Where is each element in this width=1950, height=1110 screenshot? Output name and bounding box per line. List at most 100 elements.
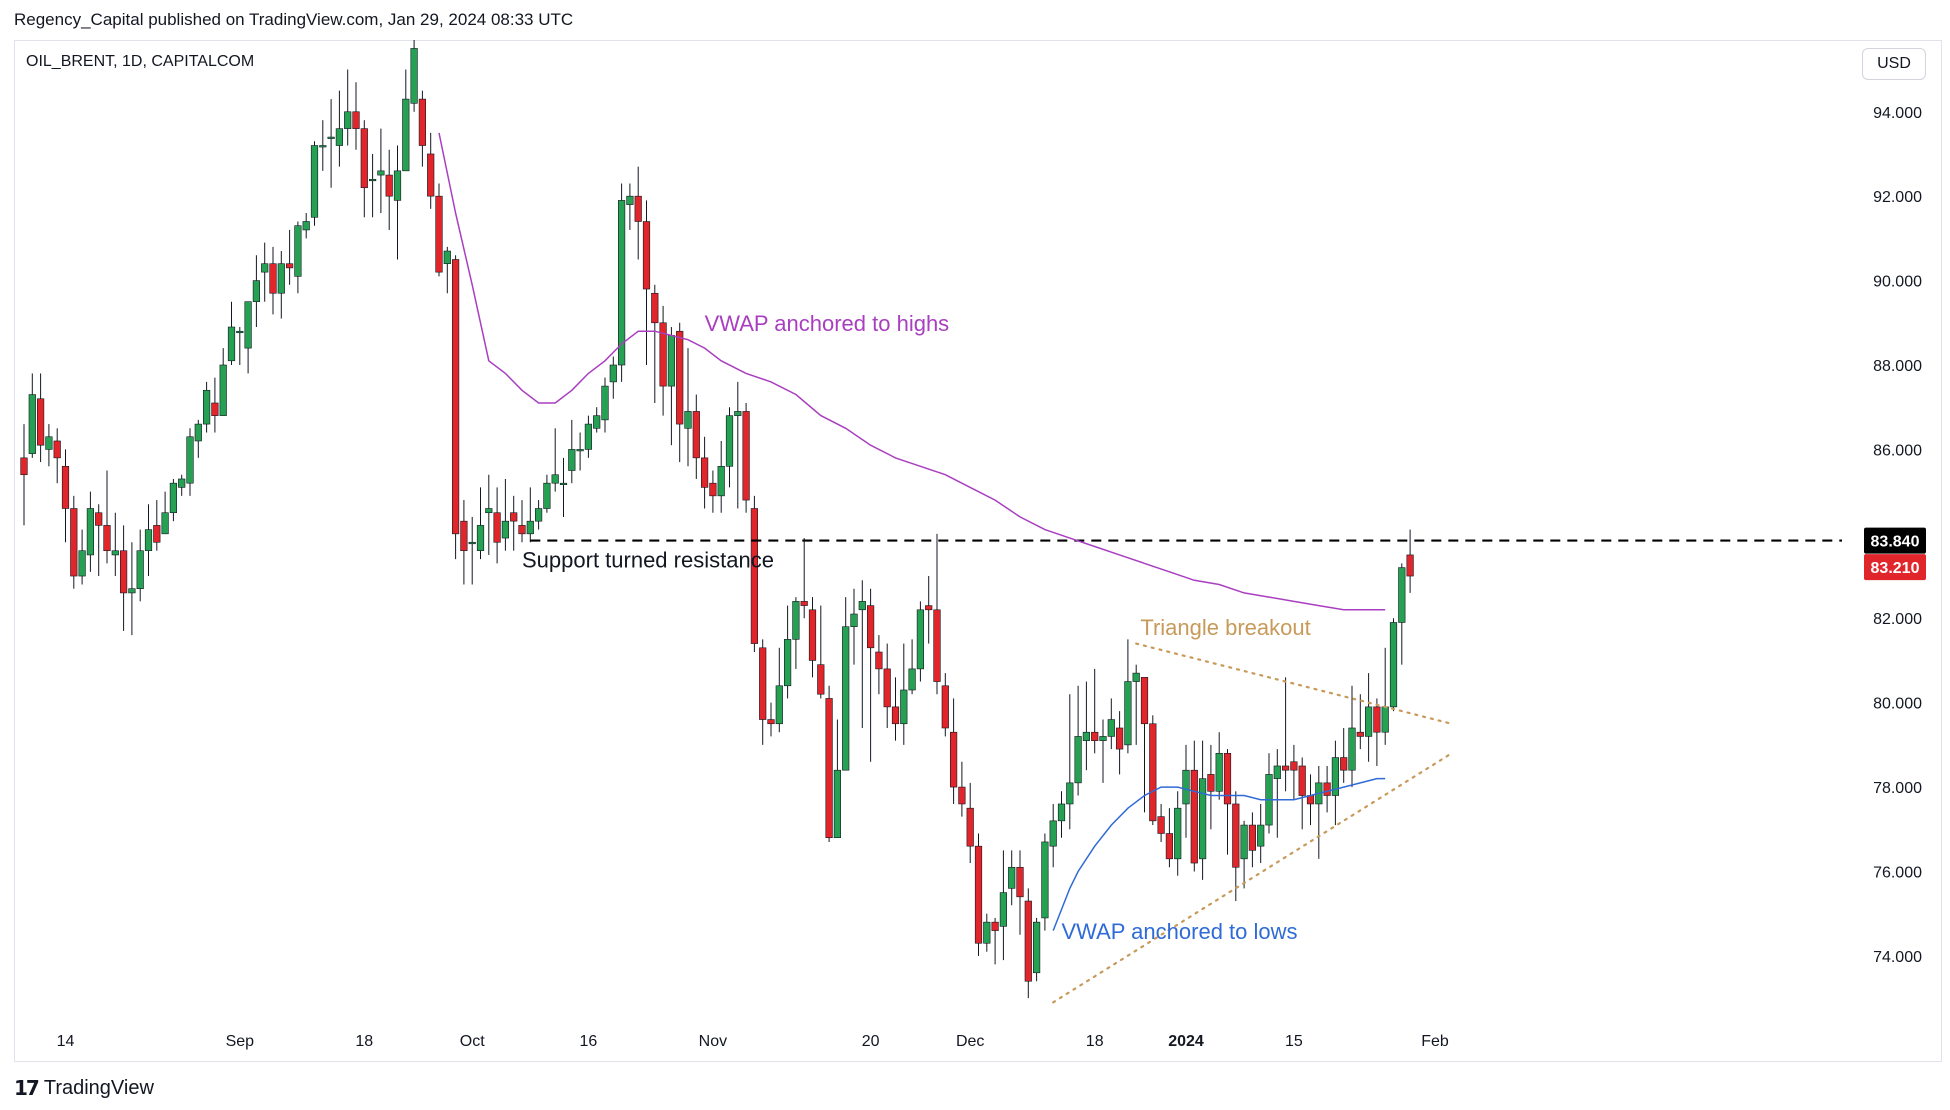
candle-body xyxy=(161,512,169,535)
y-tick-label: 82.000 xyxy=(1873,611,1922,628)
x-tick-label: 2024 xyxy=(1168,1033,1204,1050)
triangle-lower-line xyxy=(1052,752,1453,1004)
candle xyxy=(1248,812,1256,868)
candle-body xyxy=(1024,900,1032,982)
candle xyxy=(360,120,368,218)
candle-body xyxy=(1406,554,1414,577)
candle xyxy=(1091,668,1099,754)
candle xyxy=(883,643,891,728)
candle xyxy=(908,639,916,695)
candle xyxy=(1157,803,1165,842)
price-chart[interactable]: 94.00092.00090.00088.00086.00084.00082.0… xyxy=(0,0,1950,1070)
candle xyxy=(227,301,236,365)
candle xyxy=(609,356,617,399)
candle xyxy=(1232,791,1240,902)
candle xyxy=(1323,765,1331,813)
footer-brand[interactable]: 17 TradingView xyxy=(14,1076,154,1100)
candle-body xyxy=(20,457,28,476)
x-tick-label: 14 xyxy=(57,1033,75,1050)
candle-body xyxy=(883,668,891,708)
chart-annotation: Triangle breakout xyxy=(1140,615,1310,640)
candle-body xyxy=(186,436,194,484)
x-tick-label: 18 xyxy=(355,1033,373,1050)
candle xyxy=(842,597,850,771)
x-axis: 14 Sep 18 Oct 16 Nov 20 Dec 18 2024 15 Feb xyxy=(57,1033,1449,1050)
candle-body xyxy=(717,465,725,497)
candle xyxy=(1207,744,1215,830)
candle-body xyxy=(642,221,651,290)
candle-body xyxy=(427,153,435,197)
x-tick-label: Dec xyxy=(956,1033,984,1050)
candle xyxy=(136,529,144,602)
candle xyxy=(1099,719,1107,783)
candle-body xyxy=(1248,824,1256,851)
candle-body xyxy=(825,698,833,839)
candle-body xyxy=(850,613,858,627)
price-label-text: 83.840 xyxy=(1871,534,1920,551)
candle xyxy=(352,82,360,150)
candle-body xyxy=(1174,807,1182,860)
currency-selector[interactable]: USD xyxy=(1862,48,1926,80)
candle-body xyxy=(368,178,377,182)
candle xyxy=(28,373,36,458)
candle-body xyxy=(319,145,327,148)
candle xyxy=(966,782,974,864)
candle xyxy=(551,428,559,492)
candle xyxy=(443,246,451,294)
candle xyxy=(858,580,866,728)
x-tick-label: Nov xyxy=(699,1033,727,1050)
candle xyxy=(916,601,924,682)
candle xyxy=(418,90,427,167)
candles-group xyxy=(20,40,1414,999)
candle-body xyxy=(667,335,675,387)
candle-body xyxy=(194,423,202,442)
candle xyxy=(1282,677,1290,792)
vwap-highs-line xyxy=(438,132,1386,611)
candle-body xyxy=(725,415,734,467)
triangle-upper-line xyxy=(1135,642,1453,725)
candle xyxy=(767,702,775,737)
candle-body xyxy=(634,195,642,222)
candle-body xyxy=(153,525,161,543)
candle-body xyxy=(617,200,626,366)
candle xyxy=(402,69,410,172)
candle-body xyxy=(925,605,933,611)
candle-body xyxy=(1273,765,1281,779)
candle xyxy=(1124,639,1132,754)
candle-body xyxy=(584,423,592,450)
candle xyxy=(534,500,543,530)
candle-body xyxy=(601,385,609,421)
candle-body xyxy=(352,111,360,129)
candle-body xyxy=(1340,757,1348,771)
candle-body xyxy=(1116,727,1124,750)
symbol-label[interactable]: OIL_BRENT, 1D, CAPITALCOM xyxy=(26,53,255,70)
candle-body xyxy=(676,330,684,425)
candle-body xyxy=(61,465,70,509)
candle-body xyxy=(493,512,501,543)
candle xyxy=(294,221,302,294)
candle-body xyxy=(1348,727,1356,771)
candle xyxy=(1024,888,1032,999)
candle-body xyxy=(1232,803,1240,868)
candle-body xyxy=(236,330,244,334)
candle-body xyxy=(261,263,269,273)
candle xyxy=(825,685,833,842)
candle-body xyxy=(742,411,750,501)
candle xyxy=(651,284,659,403)
candle-body xyxy=(734,411,742,416)
candle-body xyxy=(534,508,543,522)
candle-body xyxy=(684,411,692,429)
candle-body xyxy=(568,449,576,471)
candle xyxy=(493,487,501,564)
candle xyxy=(742,402,750,513)
candle-body xyxy=(219,364,227,416)
candle-body xyxy=(1149,723,1157,822)
price-label-text: 83.210 xyxy=(1871,560,1920,577)
candle-body xyxy=(269,263,277,294)
candle xyxy=(1381,647,1389,745)
candle-body xyxy=(1041,841,1049,919)
candle xyxy=(1315,765,1323,859)
candle xyxy=(1257,803,1265,864)
candle xyxy=(393,145,402,260)
candle-body xyxy=(1008,866,1016,889)
